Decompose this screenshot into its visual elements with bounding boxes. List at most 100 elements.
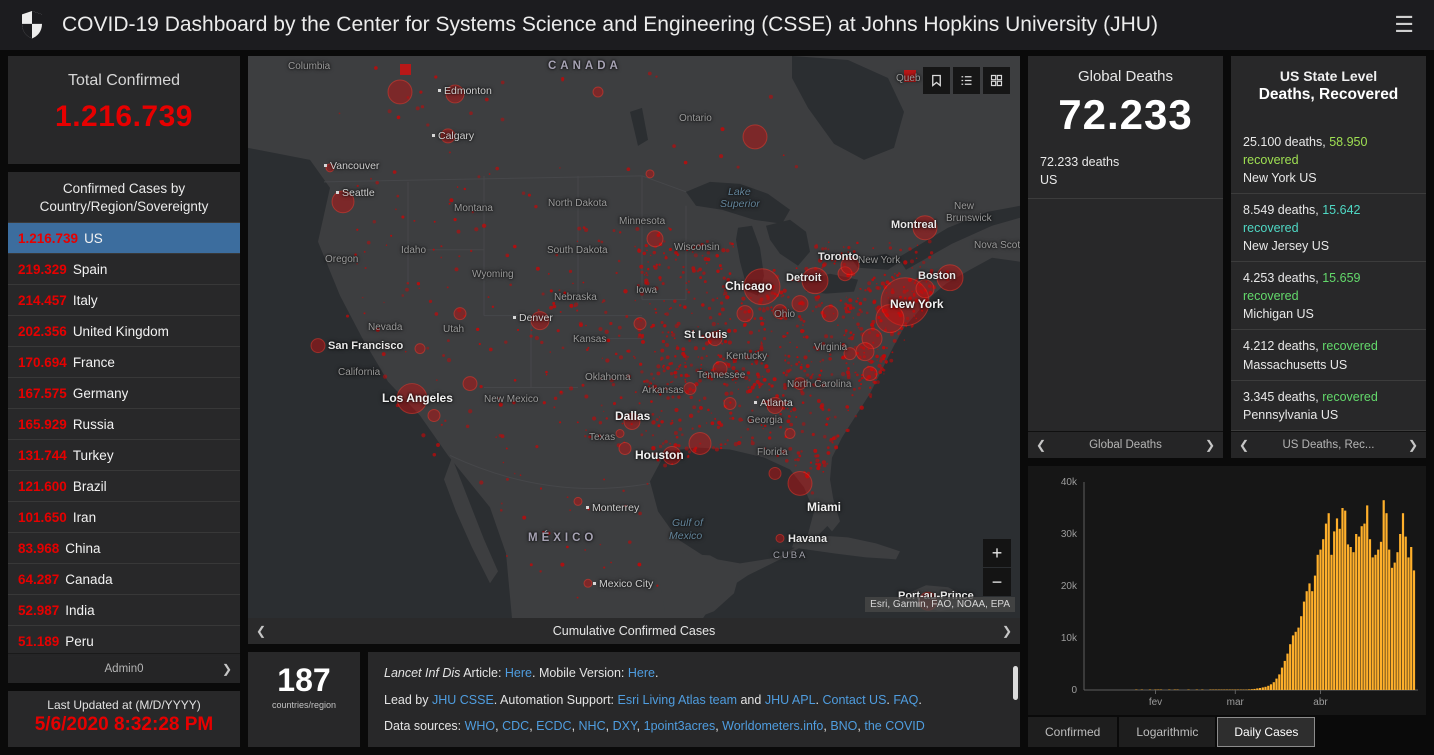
map-attribution: Esri, Garmin, FAO, NOAA, EPA [865,597,1015,613]
info-link[interactable]: the COVID [864,718,925,733]
country-name: Germany [72,385,129,401]
country-cases-value: 202.356 [18,323,67,339]
case-cluster-square [400,63,411,75]
info-text: , [529,718,537,733]
state-list-item[interactable]: 4.212 deaths, recovered Massachusetts US [1231,330,1426,381]
country-name: Peru [65,633,94,649]
info-link[interactable]: CDC [502,718,530,733]
country-list-item[interactable]: 121.600 Brazil [8,471,240,503]
state-deaths: 4.253 deaths, [1243,271,1323,285]
case-bubble [787,470,813,496]
info-link[interactable]: Contact US [822,692,887,707]
us-panel-title2: Deaths, Recovered [1258,86,1399,103]
case-bubble [912,215,938,241]
us-next-icon[interactable]: ❯ [1407,438,1419,452]
map-pager-label: Cumulative Confirmed Cases [552,624,716,639]
last-updated-panel: Last Updated at (M/D/YYYY) 5/6/2020 8:32… [8,691,240,747]
info-link[interactable]: 1point3acres [643,718,716,733]
country-list-item[interactable]: 131.744 Turkey [8,440,240,472]
chart-tab-confirmed[interactable]: Confirmed [1028,717,1118,747]
state-list-item[interactable]: 25.100 deaths, 58.950 recovered New York … [1231,126,1426,194]
country-list-item[interactable]: 214.457 Italy [8,285,240,317]
country-list-item[interactable]: 83.968 China [8,533,240,565]
country-list-item[interactable]: 165.929 Russia [8,409,240,441]
state-region: New York US [1243,171,1317,185]
country-list-item[interactable]: 202.356 United Kingdom [8,316,240,348]
country-list-item[interactable]: 1.216.739 US [8,223,240,255]
country-list-item[interactable]: 64.287 Canada [8,564,240,596]
country-list-item[interactable]: 52.987 India [8,595,240,627]
basemap-icon[interactable] [983,67,1010,94]
gd-next-icon[interactable]: ❯ [1204,438,1216,452]
next-page-icon[interactable]: ❯ [221,661,233,676]
case-bubble [310,338,326,354]
global-deaths-list: 72.233 deaths US [1028,153,1223,200]
map-column: Columbia CANADA Edmonton Calgary Vancouver Se… [248,56,1020,747]
country-list-item[interactable]: 167.575 Germany [8,378,240,410]
menu-icon[interactable]: ☰ [1394,12,1414,37]
country-list: 1.216.739 US 219.329 Spain 214.457 Italy 202.3… [8,223,240,658]
info-link[interactable]: FAQ [893,692,919,707]
bookmark-icon[interactable] [923,67,950,94]
map-prev-icon[interactable]: ❮ [255,624,267,639]
countries-count-label: countries/region [271,700,337,711]
us-states-panel: US State Level Deaths, Recovered 25.100 … [1231,56,1426,431]
state-list-item[interactable]: 4.253 deaths, 15.659 recovered Michigan U… [1231,262,1426,330]
info-link[interactable]: Here [627,666,655,681]
info-scrollbar[interactable] [1013,666,1018,701]
map-next-icon[interactable]: ❯ [1001,624,1013,639]
us-prev-icon[interactable]: ❮ [1238,438,1250,452]
case-bubble [646,230,664,248]
state-stats-line: 4.212 deaths, recovered [1243,338,1414,356]
state-list-item[interactable]: 8.549 deaths, 15.642 recovered New Jersey… [1231,194,1426,262]
info-link[interactable]: WHO [464,718,496,733]
case-bubble [723,397,737,411]
state-list-item[interactable]: 3.345 deaths, recovered Pennsylvania US [1231,381,1426,431]
info-link[interactable]: Esri Living Atlas team [617,692,738,707]
chart-tab-logarithmic[interactable]: Logarithmic [1119,717,1216,747]
chart-tab-daily-cases[interactable]: Daily Cases [1217,717,1316,747]
info-link[interactable]: Here [504,666,532,681]
zoom-in-button[interactable]: + [983,539,1011,568]
info-link[interactable]: ECDC [536,718,572,733]
map[interactable]: Columbia CANADA Edmonton Calgary Vancouver Se… [248,56,1020,619]
legend-icon[interactable] [953,67,980,94]
state-recovered: 58.950 recovered [1243,135,1368,167]
svg-text:abr: abr [1313,697,1328,708]
chart-tabs: Confirmed Logarithmic Daily Cases [1028,715,1426,747]
deaths-region: US [1040,173,1058,188]
map-basemap[interactable] [248,56,1020,619]
country-list-item[interactable]: 170.694 France [8,347,240,379]
state-deaths: 25.100 deaths, [1243,135,1330,149]
info-link[interactable]: JHU CSSE [431,692,494,707]
case-bubble [618,441,632,455]
country-cases-value: 101.650 [18,509,67,525]
info-link[interactable]: NHC [578,718,606,733]
info-link[interactable]: Worldometers.info [722,718,824,733]
map-pager: ❮ Cumulative Confirmed Cases ❯ [248,618,1020,645]
gd-prev-icon[interactable]: ❮ [1035,438,1047,452]
info-link[interactable]: BNO [830,718,858,733]
country-list-item[interactable]: 101.650 Iran [8,502,240,534]
state-deaths: 4.212 deaths, [1243,339,1323,353]
global-deaths-title: Global Deaths [1077,68,1174,85]
case-bubble [645,169,655,179]
info-link[interactable]: DXY [612,718,637,733]
country-name: United Kingdom [72,323,169,339]
info-text: . [815,692,823,707]
global-deaths-item[interactable]: 72.233 deaths US [1028,153,1223,200]
case-bubble [331,190,355,214]
case-bubble [861,328,883,350]
case-bubble [623,413,641,431]
case-bubble [440,128,456,144]
case-bubble [688,431,712,455]
country-list-item[interactable]: 219.329 Spain [8,254,240,286]
case-bubble [396,383,428,415]
info-text: , [857,718,865,733]
case-bubble [583,578,593,588]
info-text: Article: [460,666,505,681]
zoom-out-button[interactable]: − [983,568,1011,597]
us-states-list: 25.100 deaths, 58.950 recovered New York … [1231,126,1426,431]
global-deaths-panel: Global Deaths 72.233 72.233 deaths US [1028,56,1223,431]
info-link[interactable]: JHU APL [764,692,816,707]
